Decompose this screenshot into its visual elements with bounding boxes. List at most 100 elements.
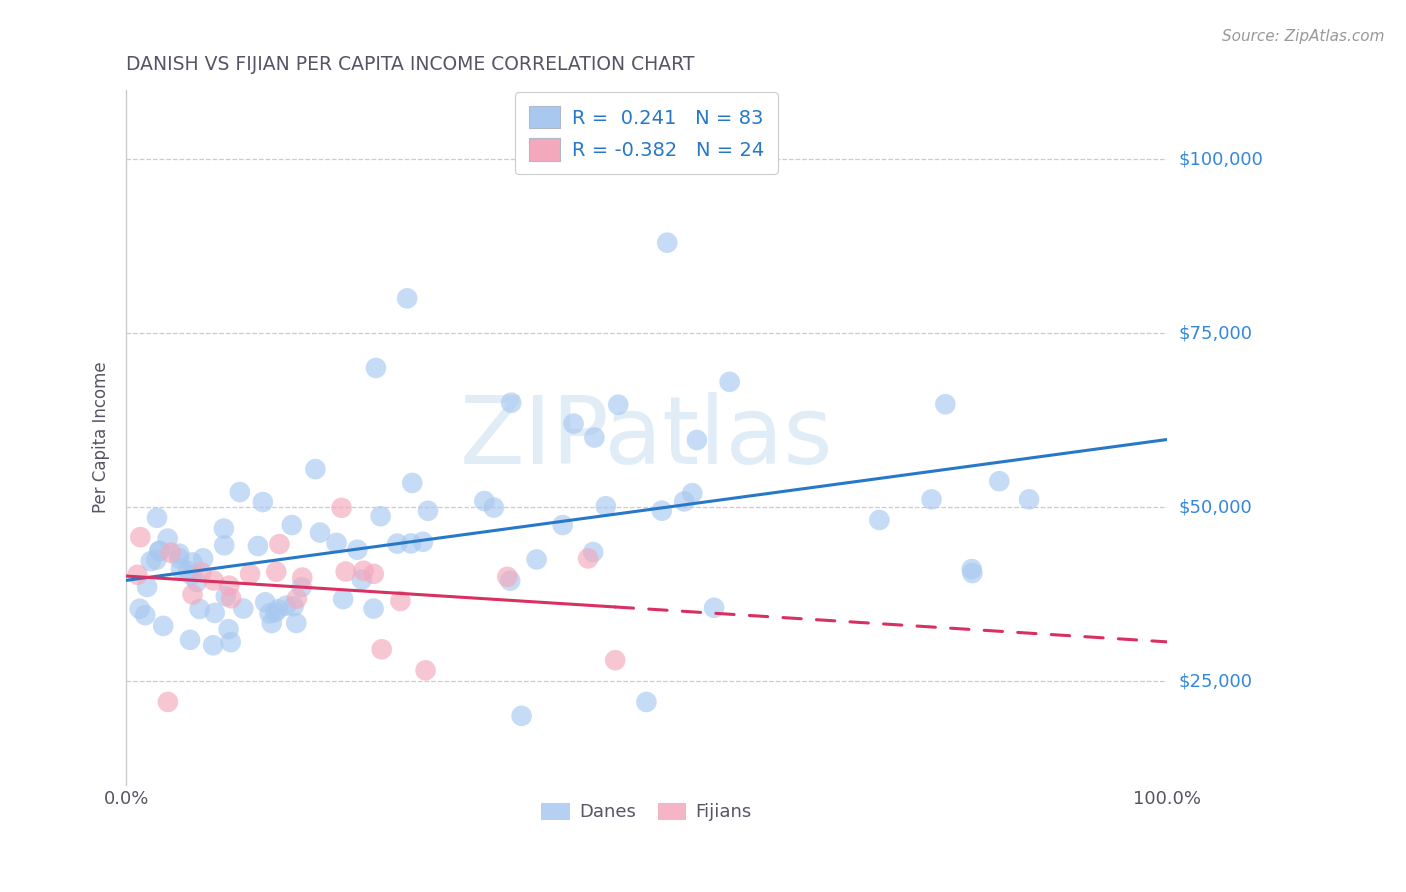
Point <box>274 599 297 613</box>
Point <box>353 564 375 578</box>
Point <box>582 545 605 559</box>
Point <box>605 653 627 667</box>
Point <box>335 565 357 579</box>
Point <box>595 500 617 514</box>
Point <box>229 485 252 500</box>
Point <box>139 554 162 568</box>
Point <box>562 417 585 431</box>
Point <box>285 591 308 606</box>
Point <box>415 663 437 677</box>
Point <box>416 504 439 518</box>
Point <box>204 606 226 620</box>
Point <box>156 532 179 546</box>
Point <box>219 591 242 606</box>
Point <box>218 622 240 636</box>
Point <box>371 642 394 657</box>
Point <box>607 398 630 412</box>
Point <box>177 564 200 578</box>
Point <box>1018 492 1040 507</box>
Point <box>264 605 287 619</box>
Point <box>412 534 434 549</box>
Point <box>269 537 291 551</box>
Point <box>510 709 533 723</box>
Point <box>657 235 679 250</box>
Point <box>191 551 214 566</box>
Point <box>181 555 204 569</box>
Point <box>145 553 167 567</box>
Point <box>576 551 599 566</box>
Point <box>526 552 548 566</box>
Point <box>291 570 314 584</box>
Point <box>129 530 152 544</box>
Point <box>219 635 242 649</box>
Point <box>180 568 202 582</box>
Point <box>934 397 956 411</box>
Text: ZIPatlas: ZIPatlas <box>460 392 834 483</box>
Text: $75,000: $75,000 <box>1180 324 1253 343</box>
Legend: Danes, Fijians: Danes, Fijians <box>534 796 759 829</box>
Point <box>152 619 174 633</box>
Point <box>496 570 519 584</box>
Point <box>350 573 373 587</box>
Text: $25,000: $25,000 <box>1180 672 1253 690</box>
Point <box>962 566 984 580</box>
Point <box>346 542 368 557</box>
Point <box>252 495 274 509</box>
Point <box>134 608 156 623</box>
Point <box>128 601 150 615</box>
Point <box>259 607 281 621</box>
Point <box>186 574 208 589</box>
Point <box>167 547 190 561</box>
Point <box>291 580 314 594</box>
Point <box>285 615 308 630</box>
Point <box>868 513 890 527</box>
Text: Source: ZipAtlas.com: Source: ZipAtlas.com <box>1222 29 1385 44</box>
Point <box>401 475 423 490</box>
Point <box>370 509 392 524</box>
Text: $100,000: $100,000 <box>1180 150 1264 169</box>
Point <box>399 536 422 550</box>
Point <box>309 525 332 540</box>
Point <box>170 562 193 576</box>
Point <box>330 500 353 515</box>
Point <box>179 632 201 647</box>
Point <box>246 539 269 553</box>
Point <box>190 566 212 580</box>
Point <box>325 536 347 550</box>
Point <box>156 695 179 709</box>
Point <box>363 601 385 615</box>
Point <box>215 589 238 603</box>
Y-axis label: Per Capita Income: Per Capita Income <box>93 362 110 513</box>
Point <box>332 592 354 607</box>
Point <box>264 565 287 579</box>
Point <box>148 544 170 558</box>
Point <box>921 492 943 507</box>
Point <box>181 587 204 601</box>
Point <box>636 695 658 709</box>
Point <box>583 430 606 444</box>
Point <box>499 574 522 588</box>
Point <box>202 574 225 588</box>
Point <box>364 360 387 375</box>
Point <box>681 486 703 500</box>
Point <box>281 518 304 533</box>
Point <box>389 594 412 608</box>
Point <box>363 566 385 581</box>
Text: DANISH VS FIJIAN PER CAPITA INCOME CORRELATION CHART: DANISH VS FIJIAN PER CAPITA INCOME CORRE… <box>127 55 695 74</box>
Point <box>188 602 211 616</box>
Text: $50,000: $50,000 <box>1180 498 1253 516</box>
Point <box>148 544 170 558</box>
Point <box>254 595 277 609</box>
Point <box>136 580 159 594</box>
Point <box>501 395 523 409</box>
Point <box>472 494 495 508</box>
Point <box>387 536 409 550</box>
Point <box>551 518 574 533</box>
Point <box>232 601 254 615</box>
Point <box>218 579 240 593</box>
Point <box>146 510 169 524</box>
Point <box>260 615 283 630</box>
Point <box>718 375 741 389</box>
Point <box>202 638 225 652</box>
Point <box>396 291 419 305</box>
